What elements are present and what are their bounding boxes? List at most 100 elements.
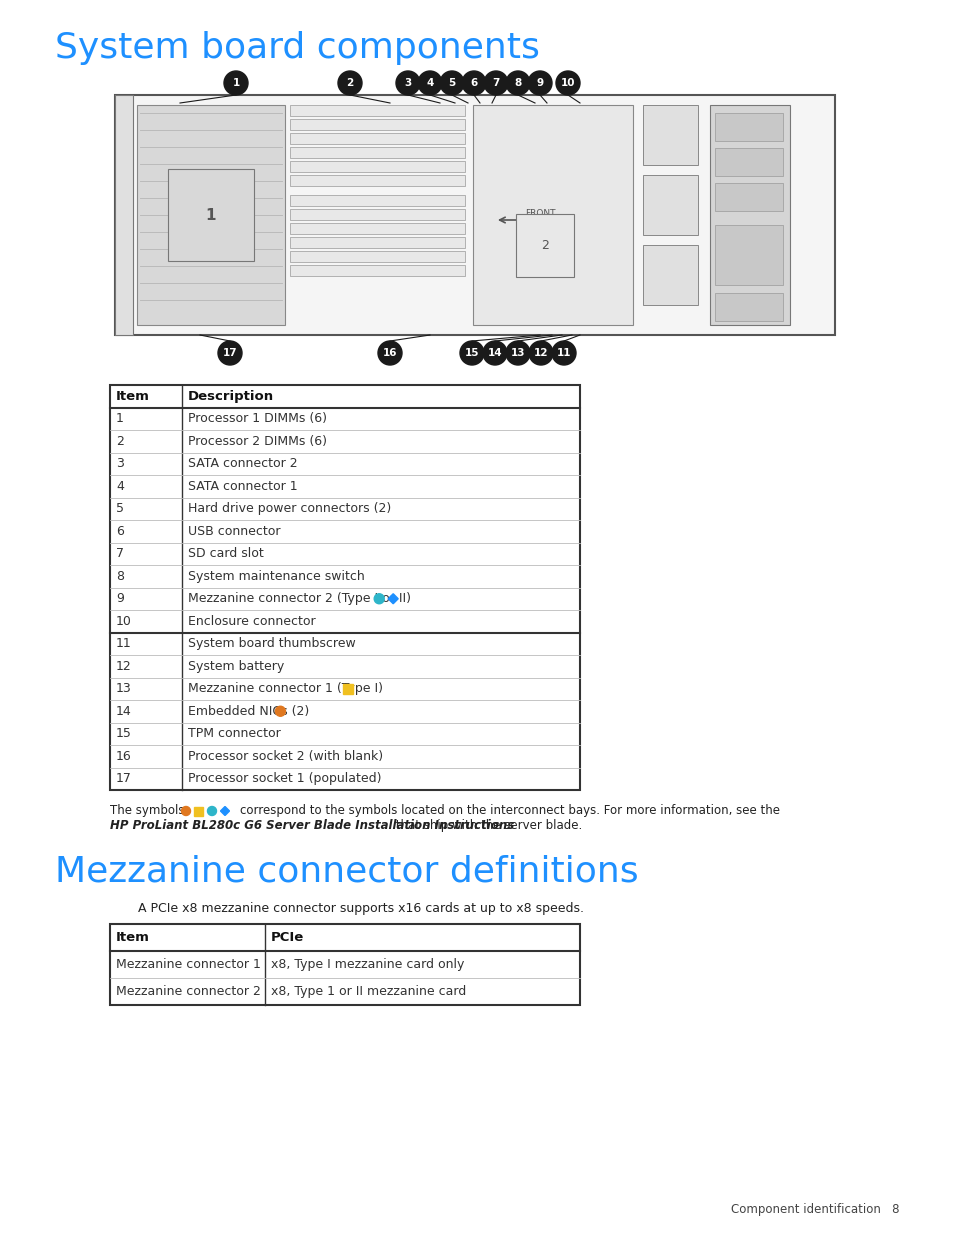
FancyBboxPatch shape xyxy=(290,147,464,158)
Text: 6: 6 xyxy=(116,525,124,537)
Circle shape xyxy=(377,341,401,366)
Text: 4: 4 xyxy=(426,78,434,88)
Text: SD card slot: SD card slot xyxy=(188,547,263,561)
Text: Description: Description xyxy=(188,390,274,403)
Circle shape xyxy=(505,341,530,366)
Circle shape xyxy=(337,70,361,95)
Text: 4: 4 xyxy=(116,479,124,493)
Circle shape xyxy=(417,70,441,95)
Text: 1: 1 xyxy=(116,412,124,425)
Circle shape xyxy=(181,806,191,815)
Circle shape xyxy=(482,341,506,366)
FancyBboxPatch shape xyxy=(115,95,834,335)
Circle shape xyxy=(224,70,248,95)
Polygon shape xyxy=(220,806,230,815)
FancyBboxPatch shape xyxy=(137,105,285,325)
Circle shape xyxy=(527,70,552,95)
FancyBboxPatch shape xyxy=(343,684,353,694)
Text: 9: 9 xyxy=(536,78,543,88)
Text: System battery: System battery xyxy=(188,659,284,673)
Text: Mezzanine connector definitions: Mezzanine connector definitions xyxy=(55,853,638,888)
Circle shape xyxy=(208,806,216,815)
Text: Processor socket 1 (populated): Processor socket 1 (populated) xyxy=(188,772,381,785)
Text: 7: 7 xyxy=(492,78,499,88)
FancyBboxPatch shape xyxy=(290,251,464,262)
Text: 2: 2 xyxy=(116,435,124,448)
FancyBboxPatch shape xyxy=(709,105,789,325)
Text: 17: 17 xyxy=(116,772,132,785)
Text: 9: 9 xyxy=(116,593,124,605)
FancyBboxPatch shape xyxy=(194,806,203,815)
Circle shape xyxy=(552,341,576,366)
Text: 17: 17 xyxy=(222,348,237,358)
Text: that ship with the server blade.: that ship with the server blade. xyxy=(392,819,581,832)
Text: 3: 3 xyxy=(116,457,124,471)
FancyBboxPatch shape xyxy=(642,245,698,305)
Text: System board components: System board components xyxy=(55,31,539,65)
Text: Mezzanine connector 1 (Type I): Mezzanine connector 1 (Type I) xyxy=(188,682,382,695)
FancyBboxPatch shape xyxy=(290,266,464,275)
FancyBboxPatch shape xyxy=(290,133,464,144)
FancyBboxPatch shape xyxy=(290,237,464,248)
Text: 7: 7 xyxy=(116,547,124,561)
Text: 16: 16 xyxy=(116,750,132,763)
Text: Processor socket 2 (with blank): Processor socket 2 (with blank) xyxy=(188,750,383,763)
Text: 11: 11 xyxy=(116,637,132,651)
Circle shape xyxy=(218,341,242,366)
FancyBboxPatch shape xyxy=(714,148,782,177)
Text: 12: 12 xyxy=(116,659,132,673)
Text: Mezzanine connector 2 (Type I or II): Mezzanine connector 2 (Type I or II) xyxy=(188,593,411,605)
FancyBboxPatch shape xyxy=(642,105,698,165)
Text: 8: 8 xyxy=(116,569,124,583)
FancyBboxPatch shape xyxy=(642,175,698,235)
Text: 10: 10 xyxy=(560,78,575,88)
Text: 5: 5 xyxy=(448,78,456,88)
Text: 12: 12 xyxy=(533,348,548,358)
Text: Hard drive power connectors (2): Hard drive power connectors (2) xyxy=(188,503,391,515)
Text: SATA connector 1: SATA connector 1 xyxy=(188,479,297,493)
Circle shape xyxy=(459,341,483,366)
FancyBboxPatch shape xyxy=(290,105,464,116)
Text: Component identification   8: Component identification 8 xyxy=(731,1203,899,1216)
Text: USB connector: USB connector xyxy=(188,525,280,537)
Text: 14: 14 xyxy=(487,348,502,358)
Text: Item: Item xyxy=(116,390,150,403)
Text: Processor 1 DIMMs (6): Processor 1 DIMMs (6) xyxy=(188,412,327,425)
Text: A PCIe x8 mezzanine connector supports x16 cards at up to x8 speeds.: A PCIe x8 mezzanine connector supports x… xyxy=(138,902,583,915)
Circle shape xyxy=(439,70,463,95)
FancyBboxPatch shape xyxy=(290,209,464,220)
Text: Mezzanine connector 2: Mezzanine connector 2 xyxy=(116,986,260,998)
Text: Processor 2 DIMMs (6): Processor 2 DIMMs (6) xyxy=(188,435,327,448)
Circle shape xyxy=(556,70,579,95)
Text: 15: 15 xyxy=(116,727,132,740)
FancyBboxPatch shape xyxy=(110,385,579,790)
Text: 16: 16 xyxy=(382,348,396,358)
Text: TPM connector: TPM connector xyxy=(188,727,280,740)
Text: 3: 3 xyxy=(404,78,411,88)
Text: HP ProLiant BL280c G6 Server Blade Installation Instructions: HP ProLiant BL280c G6 Server Blade Insta… xyxy=(110,819,514,832)
FancyBboxPatch shape xyxy=(110,924,579,1005)
Text: SATA connector 2: SATA connector 2 xyxy=(188,457,297,471)
Text: 15: 15 xyxy=(464,348,478,358)
FancyBboxPatch shape xyxy=(115,95,132,335)
Text: System maintenance switch: System maintenance switch xyxy=(188,569,364,583)
Text: Mezzanine connector 1: Mezzanine connector 1 xyxy=(116,958,260,971)
Text: x8, Type 1 or II mezzanine card: x8, Type 1 or II mezzanine card xyxy=(271,986,466,998)
Text: Item: Item xyxy=(116,931,150,944)
Circle shape xyxy=(505,70,530,95)
Circle shape xyxy=(483,70,507,95)
Text: Embedded NICs (2): Embedded NICs (2) xyxy=(188,705,309,718)
Circle shape xyxy=(461,70,485,95)
Text: 1: 1 xyxy=(206,207,216,222)
Text: System board thumbscrew: System board thumbscrew xyxy=(188,637,355,651)
Text: x8, Type I mezzanine card only: x8, Type I mezzanine card only xyxy=(271,958,464,971)
Text: 2: 2 xyxy=(540,238,548,252)
Text: 14: 14 xyxy=(116,705,132,718)
Text: PCIe: PCIe xyxy=(271,931,304,944)
Circle shape xyxy=(529,341,553,366)
FancyBboxPatch shape xyxy=(290,195,464,206)
Text: 13: 13 xyxy=(116,682,132,695)
FancyBboxPatch shape xyxy=(290,175,464,186)
Text: The symbols: The symbols xyxy=(110,804,184,818)
FancyBboxPatch shape xyxy=(473,105,633,325)
